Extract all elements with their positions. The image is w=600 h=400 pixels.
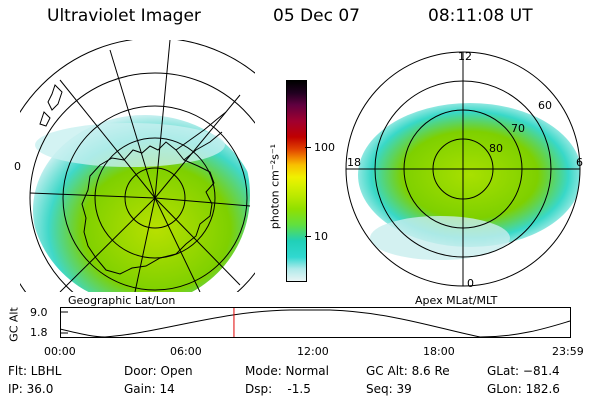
time-label: 08:11:08 UT [428, 6, 533, 26]
mlt-12-label: 12 [458, 50, 472, 63]
altitude-xtick-1: 06:00 [170, 345, 202, 358]
altitude-ylabel: GC Alt [7, 307, 21, 342]
mlt-0-label: 0 [467, 277, 474, 290]
colorbar-label-100: 100 [314, 141, 335, 154]
info-flt: Flt: LBHL [8, 364, 62, 378]
mlat-60-label: 60 [538, 99, 552, 112]
mlt-6-label: 6 [576, 156, 583, 169]
info-glon: GLon: 182.6 [487, 382, 560, 396]
colorbar-unit-label: photon cm⁻²s⁻¹ [268, 143, 282, 230]
altitude-plot-frame [60, 307, 571, 338]
altitude-xtick-4: 23:59 [552, 345, 584, 358]
right-mlt-axes [346, 52, 580, 286]
altitude-ytick-high: 9.0 [30, 306, 48, 319]
colorbar-tick-100 [305, 147, 311, 148]
instrument-title: Ultraviolet Imager [47, 6, 201, 26]
info-ip: IP: 36.0 [8, 382, 54, 396]
mlat-70-label: 70 [511, 122, 525, 135]
geographic-image: 0 [14, 40, 255, 292]
altitude-xtick-0: 00:00 [44, 345, 76, 358]
info-glat: GLat: −81.4 [487, 364, 560, 378]
left-emission-edge [35, 123, 225, 167]
apex-image: 12 18 6 0 60 70 80 [345, 50, 583, 290]
mlat-80-label: 80 [489, 142, 503, 155]
info-seq: Seq: 39 [366, 382, 412, 396]
altitude-plot [60, 307, 571, 338]
altitude-xtick-2: 12:00 [297, 345, 329, 358]
right-emission [358, 103, 580, 247]
info-mode: Mode: Normal [245, 364, 329, 378]
info-gcalt: GC Alt: 8.6 Re [366, 364, 450, 378]
info-dsp: Dsp: -1.5 [245, 382, 311, 396]
info-gain: Gain: 14 [124, 382, 175, 396]
altitude-ytick-low: 1.8 [30, 326, 48, 339]
colorbar [286, 80, 307, 282]
colorbar-label-10: 10 [314, 230, 328, 243]
peninsula-outline [175, 111, 227, 161]
right-panel-caption: Apex MLat/MLT [415, 294, 498, 307]
altitude-curve [60, 309, 571, 338]
new-zealand-outline [39, 84, 63, 127]
mlt-18-label: 18 [347, 156, 361, 169]
left-meridians [29, 40, 251, 292]
info-door: Door: Open [124, 364, 193, 378]
colorbar-tick-10 [305, 236, 311, 237]
left-edge-label: 0 [14, 160, 21, 173]
altitude-xtick-3: 18:00 [423, 345, 455, 358]
left-panel-caption: Geographic Lat/Lon [68, 294, 176, 307]
date-label: 05 Dec 07 [273, 6, 360, 26]
left-lat-circles [20, 40, 255, 292]
antarctica-outline [81, 141, 215, 275]
